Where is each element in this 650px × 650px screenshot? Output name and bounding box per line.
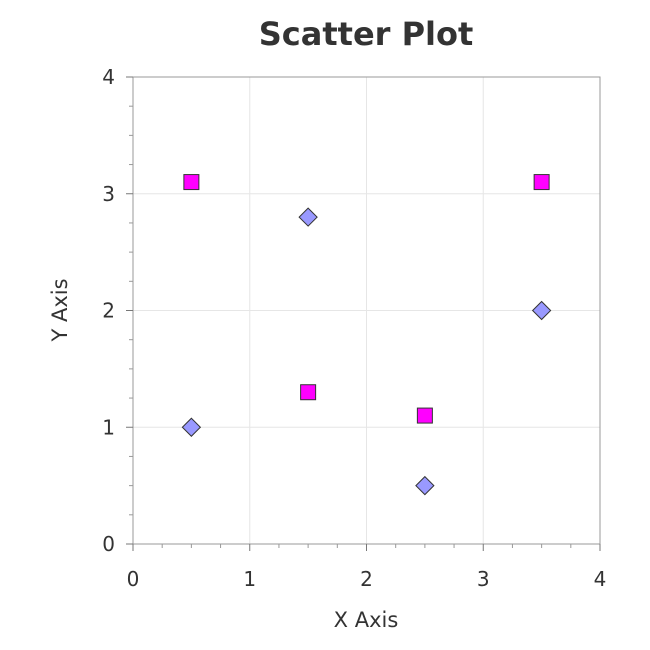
y-tick-label: 4 [102,65,115,89]
x-tick-label: 1 [243,567,256,591]
x-tick-label: 4 [594,567,607,591]
chart-title: Scatter Plot [259,15,474,53]
x-tick-label: 0 [127,567,140,591]
y-tick-label: 0 [102,532,115,556]
y-axis-label: Y Axis [48,278,72,342]
axes: 0 1 2 3 4 0 1 2 3 4 [102,65,606,591]
x-tick-label: 2 [360,567,373,591]
square-marker [533,174,550,191]
square-marker [416,407,433,424]
y-tick-label: 3 [102,182,115,206]
diamond-marker [531,300,552,321]
square-marker [300,384,317,401]
x-tick-label: 3 [477,567,490,591]
diamond-marker [181,417,202,437]
x-axis-label: X Axis [334,608,399,632]
data-points [181,174,552,496]
y-tick-label: 1 [102,415,115,439]
square-marker [183,174,200,191]
grid [133,77,600,544]
diamond-marker [298,207,318,227]
y-tick-label: 2 [102,299,115,323]
diamond-marker [415,475,435,496]
